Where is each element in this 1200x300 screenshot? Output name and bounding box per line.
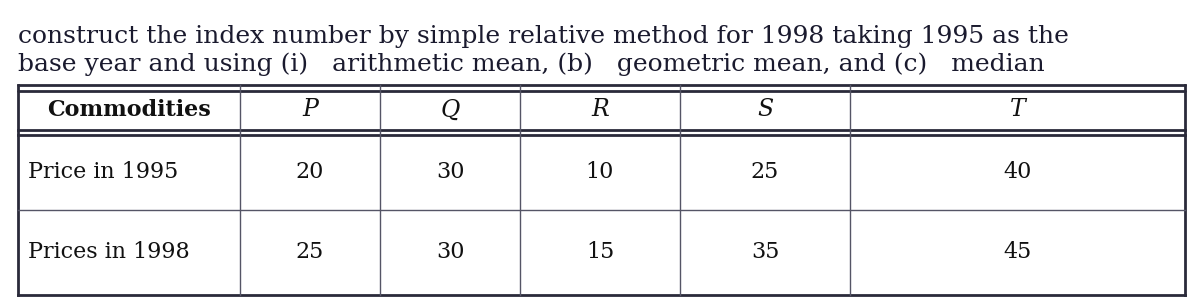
Text: P: P	[302, 98, 318, 122]
Text: base year and using (i)   arithmetic mean, (b)   geometric mean, and (c)   media: base year and using (i) arithmetic mean,…	[18, 52, 1045, 76]
Text: 30: 30	[436, 242, 464, 263]
Text: construct the index number by simple relative method for 1998 taking 1995 as the: construct the index number by simple rel…	[18, 25, 1069, 48]
Text: Q: Q	[440, 98, 460, 122]
Text: Price in 1995: Price in 1995	[28, 161, 179, 184]
Text: 20: 20	[296, 161, 324, 184]
Bar	[18, 85, 1186, 295]
Text: 25: 25	[751, 161, 779, 184]
Text: 10: 10	[586, 161, 614, 184]
Text: Prices in 1998: Prices in 1998	[28, 242, 190, 263]
Text: Commodities: Commodities	[47, 99, 211, 121]
Text: 30: 30	[436, 161, 464, 184]
Text: R: R	[592, 98, 608, 122]
Text: S: S	[757, 98, 773, 122]
Text: T: T	[1009, 98, 1025, 122]
Text: 25: 25	[296, 242, 324, 263]
Text: 15: 15	[586, 242, 614, 263]
Text: 40: 40	[1003, 161, 1032, 184]
Text: 35: 35	[751, 242, 779, 263]
Text: 45: 45	[1003, 242, 1032, 263]
